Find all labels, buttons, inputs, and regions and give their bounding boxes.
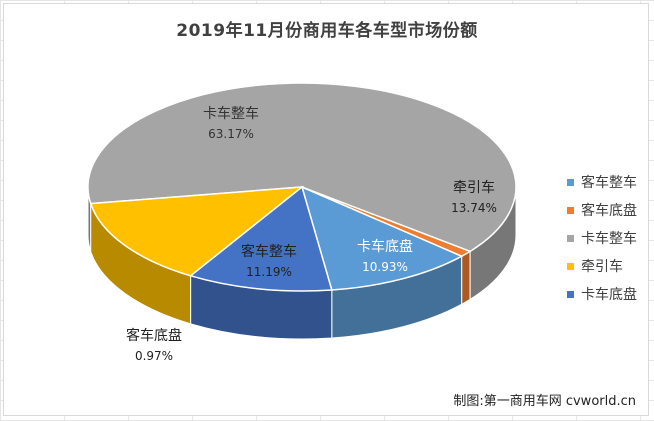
legend-label: 客车底盘 [581,203,637,219]
slice-label: 牵引车 [453,179,495,196]
slice-label: 客车底盘 [126,327,182,344]
legend-item: 卡车整车 [567,224,637,252]
pie-slice-side [461,250,471,306]
pie-chart: 客车整车 11.19% 客车底盘 0.97% 卡车整车 63.17% 牵引车 13.74% 卡车… [87,82,517,363]
legend-item: 牵引车 [567,252,637,280]
legend-swatch [567,178,574,186]
slice-value-label: 0.97% [135,349,173,363]
pie-slice [87,82,517,253]
pie-slice [189,185,333,292]
source-note: 制图:第一商用车网 cvworld.cn [453,394,636,409]
legend-swatch [567,234,574,242]
chart-legend: 客车整车客车底盘卡车整车牵引车卡车底盘 [567,168,637,308]
chart-title: 2019年11月份商用车各车型市场份额 [176,21,478,41]
grid-line [0,0,654,1]
slice-value-label: 10.93% [362,260,408,274]
legend-item: 卡车底盘 [567,280,637,308]
legend-label: 卡车整车 [581,231,637,247]
slice-label: 客车整车 [241,243,297,260]
chart-frame: 2019年11月份商用车各车型市场份额 客车整车 11.19% 客车底盘 0.97% 卡… [3,3,649,416]
legend-label: 客车整车 [581,175,637,191]
slice-value-label: 63.17% [208,127,254,141]
slice-label: 卡车整车 [203,105,259,122]
legend-item: 客车整车 [567,168,637,196]
grid-line [0,0,1,421]
legend-label: 卡车底盘 [581,287,637,303]
slice-value-label: 13.74% [451,201,497,215]
slice-value-label: 11.19% [246,265,292,279]
legend-item: 客车底盘 [567,196,637,224]
slice-label: 卡车底盘 [357,238,413,255]
legend-swatch [567,206,574,214]
legend-swatch [567,262,574,270]
legend-swatch [567,290,574,298]
pie-slice [300,185,464,291]
legend-label: 牵引车 [581,259,623,275]
pie-slice [89,186,305,277]
